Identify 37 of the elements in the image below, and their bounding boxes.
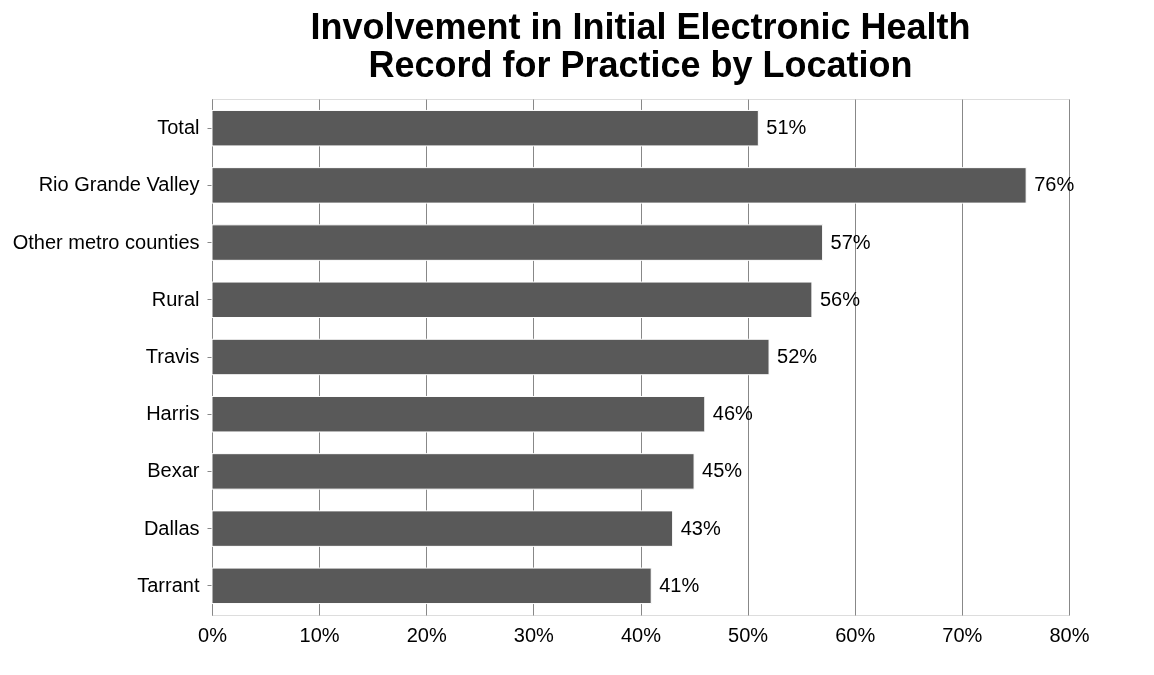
data-label: 46% xyxy=(712,402,754,425)
data-label: 43% xyxy=(680,516,721,539)
data-label: 76% xyxy=(1034,173,1075,196)
bar xyxy=(211,281,813,319)
bar xyxy=(211,395,706,433)
data-label: 57% xyxy=(830,230,871,253)
data-label: 56% xyxy=(819,287,861,310)
data-label: 41% xyxy=(659,573,700,596)
y-tick-label: Rio Grande Valley xyxy=(38,173,200,196)
y-tick-label: Total xyxy=(157,116,200,139)
bar xyxy=(211,338,770,376)
bar xyxy=(211,109,759,147)
y-tick-label: Rural xyxy=(151,287,200,310)
data-label: 45% xyxy=(702,459,743,482)
chart-title: Involvement in Initial Electronic Health Record for Practice by Location xyxy=(310,6,971,85)
bar xyxy=(211,224,824,261)
bar xyxy=(211,453,695,490)
y-tick-label: Dallas xyxy=(143,516,200,539)
y-tick-label: Bexar xyxy=(147,459,200,482)
x-tick-label: 20% xyxy=(406,623,447,646)
x-tick-label: 50% xyxy=(728,623,769,646)
bar xyxy=(211,567,652,605)
x-tick-label: 70% xyxy=(942,623,983,646)
x-tick-label: 60% xyxy=(835,623,876,646)
x-tick-label: 10% xyxy=(299,623,340,646)
y-tick-label: Harris xyxy=(146,402,200,425)
y-tick-label: Tarrant xyxy=(137,573,200,596)
bar xyxy=(211,510,674,547)
y-tick-label: Travis xyxy=(145,345,200,367)
bar xyxy=(211,167,1027,204)
x-tick-label: 30% xyxy=(513,623,555,646)
x-tick-label: 80% xyxy=(1049,623,1090,646)
x-tick-label: 0% xyxy=(198,623,228,646)
data-label: 51% xyxy=(766,116,807,139)
y-tick-label: Other metro counties xyxy=(12,230,200,253)
data-label: 52% xyxy=(777,345,818,367)
x-tick-label: 40% xyxy=(620,623,662,646)
